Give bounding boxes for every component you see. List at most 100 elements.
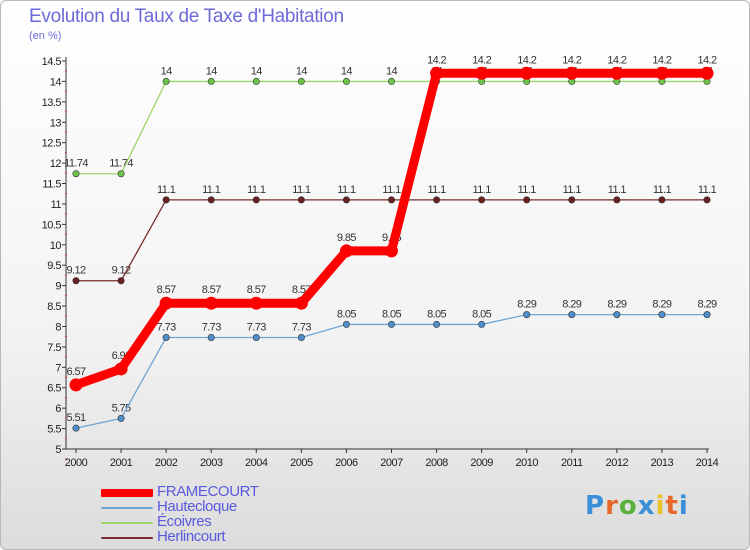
y-tick-label: 13 — [50, 117, 62, 129]
x-tick-label: 2012 — [606, 457, 629, 469]
data-label-framecourt: 8.57 — [157, 284, 176, 296]
y-tick-label: 14 — [50, 76, 62, 88]
data-point-herlincourt — [523, 196, 531, 204]
data-label-herlincourt: 11.1 — [382, 184, 401, 196]
x-tick-label: 2010 — [515, 457, 538, 469]
data-point-herlincourt — [207, 196, 215, 204]
brand-letter: t — [665, 491, 679, 521]
y-tick-label: 6 — [55, 403, 61, 415]
data-label-herlincourt: 11.1 — [427, 184, 446, 196]
series-group — [69, 66, 714, 432]
data-point-hautecloque — [342, 320, 350, 328]
data-point-hautecloque — [72, 424, 80, 432]
data-label-framecourt: 8.57 — [247, 284, 266, 296]
data-point-framecourt — [114, 362, 128, 376]
legend-item-framecourt: FRAMECOURT — [101, 483, 331, 500]
data-point-herlincourt — [658, 196, 666, 204]
data-point-hautecloque — [252, 334, 260, 342]
data-label-framecourt: 14.2 — [427, 54, 446, 66]
y-tick-label: 10 — [50, 240, 62, 252]
y-tick-label: 8 — [55, 321, 61, 333]
data-point-ecoivres — [342, 77, 350, 85]
chart-subtitle: (en %) — [29, 30, 62, 42]
data-label-herlincourt: 11.1 — [473, 184, 492, 196]
y-tick-label: 12 — [50, 158, 62, 170]
data-point-herlincourt — [613, 196, 621, 204]
x-tick-label: 2011 — [561, 457, 583, 469]
y-tick-label: 7 — [55, 362, 61, 374]
data-label-ecoivres: 14 — [296, 65, 308, 77]
data-point-ecoivres — [117, 170, 125, 178]
y-tick-label: 5.5 — [47, 424, 61, 436]
data-label-ecoivres: 11.74 — [109, 158, 133, 170]
data-label-hautecloque: 8.05 — [427, 308, 446, 320]
data-label-ecoivres: 14 — [341, 65, 353, 77]
data-point-framecourt — [294, 296, 308, 310]
data-point-framecourt — [475, 66, 489, 80]
data-label-hautecloque: 8.29 — [562, 299, 581, 311]
data-point-herlincourt — [703, 196, 711, 204]
data-point-herlincourt — [297, 196, 305, 204]
legend-item-hautecloque: Hautecloque — [101, 498, 331, 515]
data-point-hautecloque — [207, 334, 215, 342]
x-tick-label: 2005 — [290, 457, 313, 469]
data-point-hautecloque — [658, 311, 666, 319]
data-label-hautecloque: 7.73 — [247, 322, 266, 334]
legend-label: Écoivres — [157, 513, 212, 530]
data-label-herlincourt: 11.1 — [518, 184, 537, 196]
data-point-framecourt — [159, 296, 173, 310]
brand-letter: o — [618, 491, 638, 521]
data-point-hautecloque — [523, 311, 531, 319]
data-label-framecourt: 8.57 — [202, 284, 221, 296]
data-label-framecourt: 14.2 — [697, 54, 716, 66]
data-point-framecourt — [339, 244, 353, 258]
x-tick-label: 2009 — [470, 457, 493, 469]
data-point-herlincourt — [342, 196, 350, 204]
data-point-hautecloque — [162, 334, 170, 342]
data-point-framecourt — [520, 66, 534, 80]
data-point-herlincourt — [478, 196, 486, 204]
y-tick-label: 7.5 — [47, 342, 61, 354]
data-label-herlincourt: 9.12 — [112, 265, 131, 277]
brand-letter: P — [585, 491, 606, 521]
data-point-framecourt — [610, 66, 624, 80]
data-label-ecoivres: 14 — [161, 65, 173, 77]
x-tick-label: 2000 — [65, 457, 88, 469]
data-label-framecourt: 14.2 — [517, 54, 536, 66]
data-label-framecourt: 9.85 — [337, 232, 356, 244]
data-label-herlincourt: 11.1 — [247, 184, 266, 196]
y-tick-label: 10.5 — [42, 219, 62, 231]
data-label-herlincourt: 11.1 — [157, 184, 176, 196]
data-label-herlincourt: 11.1 — [202, 184, 221, 196]
data-point-herlincourt — [568, 196, 576, 204]
data-label-herlincourt: 11.1 — [292, 184, 311, 196]
data-point-ecoivres — [162, 77, 170, 85]
x-tick-label: 2006 — [335, 457, 358, 469]
x-tick-label: 2014 — [696, 457, 719, 469]
data-label-framecourt: 14.2 — [652, 54, 671, 66]
legend-swatch — [101, 536, 153, 539]
data-point-hautecloque — [703, 311, 711, 319]
legend-item-ecoivres: Écoivres — [101, 513, 331, 530]
y-tick-label: 9 — [55, 281, 61, 293]
data-point-framecourt — [69, 378, 83, 392]
data-point-ecoivres — [387, 77, 395, 85]
brand-letter: x — [637, 491, 656, 521]
brand-letter: i — [678, 491, 689, 521]
data-label-hautecloque: 8.29 — [652, 299, 671, 311]
y-tick-label: 14.5 — [42, 56, 62, 68]
data-label-herlincourt: 9.12 — [66, 265, 85, 277]
data-label-hautecloque: 8.05 — [472, 308, 491, 320]
data-label-hautecloque: 8.05 — [382, 308, 401, 320]
data-point-hautecloque — [433, 320, 441, 328]
data-point-framecourt — [249, 296, 263, 310]
data-label-hautecloque: 8.05 — [337, 308, 356, 320]
data-label-framecourt: 14.2 — [472, 54, 491, 66]
legend-swatch — [101, 506, 153, 509]
legend: FRAMECOURT Hautecloque Écoivres Herlincourt — [101, 483, 331, 545]
data-point-herlincourt — [162, 196, 170, 204]
data-point-framecourt — [430, 66, 444, 80]
data-point-hautecloque — [297, 334, 305, 342]
data-label-hautecloque: 8.29 — [697, 299, 716, 311]
